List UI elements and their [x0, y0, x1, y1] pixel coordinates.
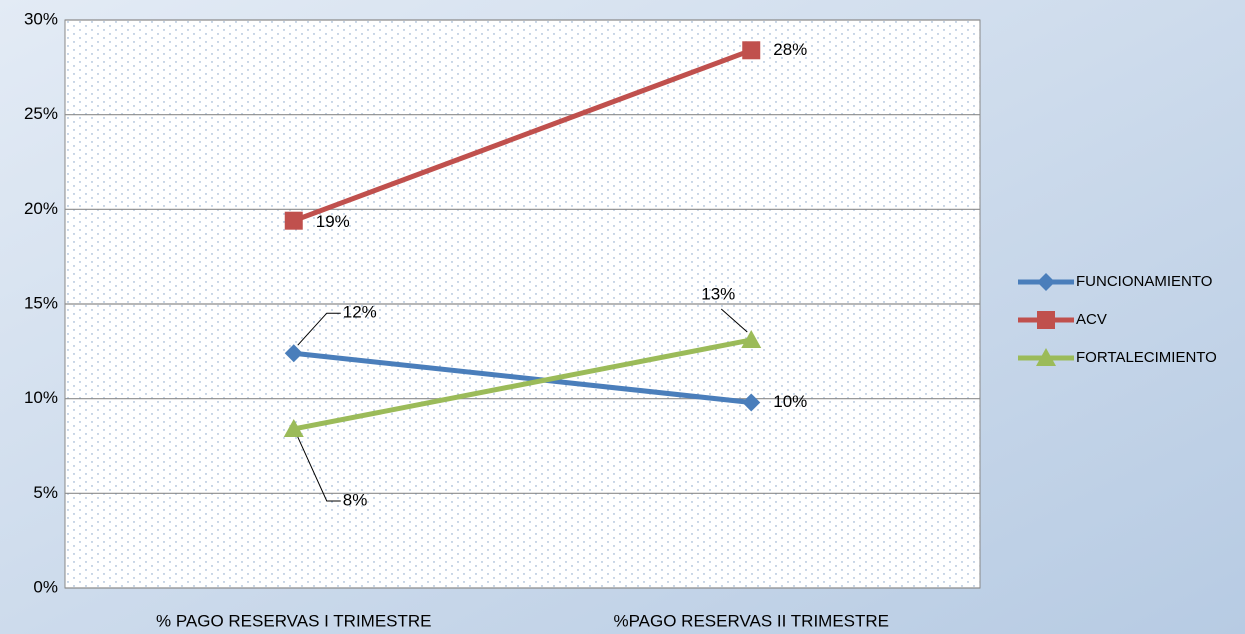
marker [284, 211, 303, 230]
marker [283, 418, 304, 437]
y-tick-label: 15% [24, 293, 58, 312]
legend-marker [1036, 348, 1056, 366]
data-label: 8% [343, 490, 368, 509]
x-tick-label: % PAGO RESERVAS I TRIMESTRE [156, 611, 432, 630]
series-line [293, 337, 752, 432]
x-tick-label: %PAGO RESERVAS II TRIMESTRE [613, 611, 889, 630]
y-tick-label: 30% [24, 9, 58, 28]
data-label: 12% [343, 303, 377, 322]
data-label: 13% [701, 284, 735, 303]
legend-label: FORTALECIMIENTO [1076, 349, 1217, 366]
legend-marker [1037, 311, 1055, 329]
y-tick-label: 5% [33, 483, 58, 502]
marker [742, 393, 761, 412]
y-tick-label: 0% [33, 577, 58, 596]
data-label: 28% [773, 40, 807, 59]
data-label: 19% [316, 212, 350, 231]
marker [741, 329, 762, 348]
series-line [293, 350, 752, 405]
legend-label: FUNCIONAMIENTO [1076, 273, 1212, 290]
y-tick-label: 10% [24, 388, 58, 407]
leader-line [297, 436, 341, 502]
data-label: 10% [773, 392, 807, 411]
leader-line [297, 312, 341, 346]
y-tick-label: 25% [24, 104, 58, 123]
marker [742, 41, 761, 60]
leader-line [720, 308, 748, 333]
series-line [292, 47, 753, 224]
y-tick-label: 20% [24, 199, 58, 218]
legend-marker [1037, 273, 1055, 291]
legend-label: ACV [1076, 311, 1107, 328]
marker [284, 344, 303, 363]
